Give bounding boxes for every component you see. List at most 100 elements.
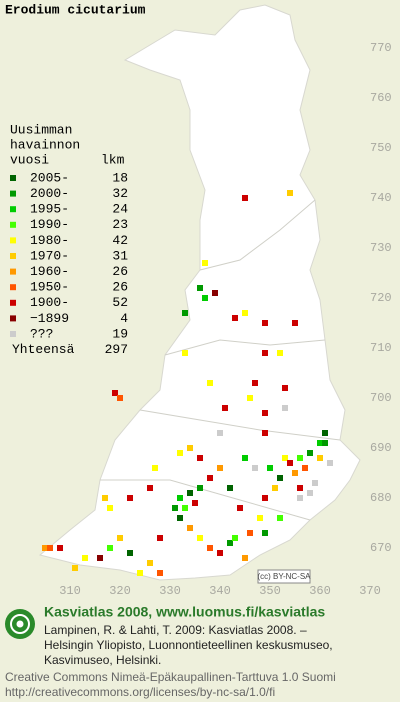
observation-square	[197, 485, 203, 491]
legend-label: 1995-	[30, 202, 69, 217]
legend-header: vuosi	[10, 152, 49, 167]
observation-square	[327, 460, 333, 466]
observation-square	[187, 490, 193, 496]
region-border	[100, 479, 311, 521]
license-line: Creative Commons Nimeä-Epäkaupallinen-Ta…	[5, 670, 336, 684]
y-grid-label: 680	[370, 491, 392, 505]
observation-square	[307, 490, 313, 496]
observation-square	[177, 495, 183, 501]
observation-square	[102, 495, 108, 501]
observation-square	[257, 515, 263, 521]
observation-square	[117, 395, 123, 401]
legend-label: 1950-	[30, 280, 69, 295]
observation-square	[297, 485, 303, 491]
observation-square	[232, 535, 238, 541]
observation-square	[227, 540, 233, 546]
observation-square	[297, 455, 303, 461]
observation-square	[322, 440, 328, 446]
observation-square	[287, 190, 293, 196]
y-grid-label: 710	[370, 341, 392, 355]
observation-square	[212, 290, 218, 296]
observation-square	[182, 505, 188, 511]
map-title: Erodium cicutarium	[5, 2, 146, 17]
observation-square	[302, 465, 308, 471]
observation-square	[202, 295, 208, 301]
legend-count-header: lkm	[101, 152, 125, 167]
legend-swatch	[10, 221, 16, 228]
observation-square	[317, 440, 323, 446]
legend-swatch	[10, 253, 16, 259]
footer-heading: Kasviatlas 2008, www.luomus.fi/kasviatla…	[44, 604, 325, 620]
legend-header: Uusimman	[10, 122, 72, 137]
license-line: http://creativecommons.org/licenses/by-n…	[5, 685, 275, 699]
observation-square	[282, 385, 288, 391]
observation-square	[82, 555, 88, 561]
x-grid-label: 310	[59, 584, 81, 598]
x-grid-label: 340	[209, 584, 231, 598]
observation-square	[207, 475, 213, 481]
observation-square	[267, 465, 273, 471]
observation-square	[217, 550, 223, 556]
legend-count: 24	[112, 202, 128, 217]
observation-square	[262, 410, 268, 416]
observation-square	[42, 545, 48, 551]
observation-square	[242, 195, 248, 201]
legend-count: 26	[112, 264, 128, 279]
observation-square	[252, 465, 258, 471]
legend-label: ???	[30, 326, 53, 341]
observation-square	[147, 560, 153, 566]
x-grid-label: 370	[359, 584, 381, 598]
region-border	[164, 339, 326, 356]
region-border	[199, 199, 316, 271]
observation-square	[292, 470, 298, 476]
observation-square	[272, 485, 278, 491]
legend-count: 18	[112, 170, 128, 185]
observation-square	[277, 475, 283, 481]
observation-square	[282, 405, 288, 411]
y-grid-label: 750	[370, 141, 392, 155]
observation-square	[317, 455, 323, 461]
observation-square	[237, 505, 243, 511]
x-grid-label: 320	[109, 584, 131, 598]
observation-square	[57, 545, 63, 551]
legend-swatch	[10, 331, 16, 337]
observation-square	[247, 395, 253, 401]
observation-square	[217, 430, 223, 436]
legend-swatch	[10, 299, 16, 306]
legend-swatch	[10, 284, 16, 291]
observation-square	[157, 535, 163, 541]
observation-square	[307, 450, 313, 456]
legend-label: 2005-	[30, 170, 69, 185]
observation-square	[177, 450, 183, 456]
observation-square	[192, 500, 198, 506]
legend-label: 2000-	[30, 186, 69, 201]
observation-square	[197, 455, 203, 461]
observation-square	[137, 570, 143, 576]
observation-square	[207, 545, 213, 551]
legend-count: 52	[112, 295, 128, 310]
observation-square	[127, 495, 133, 501]
observation-square	[187, 445, 193, 451]
y-grid-label: 740	[370, 191, 392, 205]
observation-square	[117, 535, 123, 541]
observation-square	[202, 260, 208, 266]
observation-square	[262, 350, 268, 356]
legend-label: 1990-	[30, 217, 69, 232]
legend-header: havainnon	[10, 137, 80, 152]
observation-square	[252, 380, 258, 386]
observation-square	[262, 430, 268, 436]
legend-count: 4	[120, 311, 128, 326]
observation-square	[247, 530, 253, 536]
observation-square	[262, 530, 268, 536]
grid-labels: 670 680 690 700 710 720 730 740 750 760 770 310 320 3…	[59, 41, 391, 598]
legend-label: −1899	[30, 311, 69, 326]
observation-square	[262, 495, 268, 501]
observation-square	[282, 455, 288, 461]
legend-label: 1900-	[30, 295, 69, 310]
observation-square	[322, 430, 328, 436]
y-grid-label: 720	[370, 291, 392, 305]
observation-square	[297, 495, 303, 501]
legend-swatch	[10, 206, 16, 213]
